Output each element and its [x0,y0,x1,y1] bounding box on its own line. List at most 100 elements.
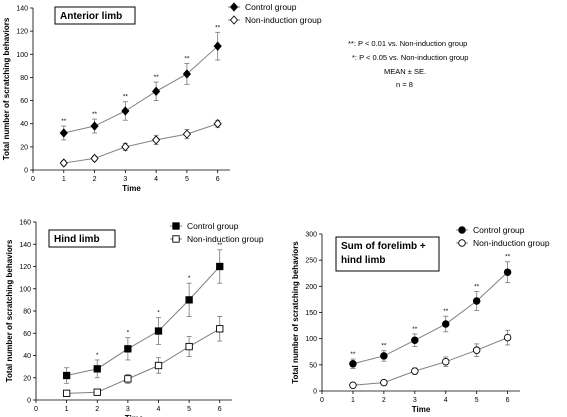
x-tick-label: 1 [65,406,69,413]
y-tick-label: 100 [19,286,31,293]
data-point [349,360,357,368]
significance-label: * [188,275,191,282]
data-point [93,365,101,373]
x-tick-label: 0 [34,406,38,413]
legend-label: Non-induction group [245,15,322,25]
significance-notes: **: P < 0.01 vs. Non-induction group *: P… [348,39,468,89]
data-point [124,345,132,353]
data-point [152,135,161,145]
data-point [182,129,192,139]
significance-label: ** [474,284,480,291]
significance-label: * [96,352,99,359]
chart-title: hind limb [341,255,385,266]
data-point [59,128,68,138]
chart-title: Hind limb [54,234,100,245]
x-tick-label: 6 [216,176,220,183]
x-axis-label: Time [412,405,431,414]
chart-title-box [54,6,136,25]
data-point [62,389,71,397]
data-point [154,361,163,370]
y-axis-label: Total number of scratching behaviors [291,241,300,384]
data-point [154,327,163,335]
y-tick-label: 20 [20,144,28,151]
chart-title: Anterior limb [60,11,122,22]
x-tick-label: 4 [154,176,158,183]
series-line [66,266,221,377]
x-tick-label: 6 [218,406,222,413]
series-line [352,271,508,365]
x-tick-label: 2 [95,406,99,413]
x-tick-label: 5 [187,406,191,413]
y-tick-label: 200 [305,284,317,291]
legend-marker [172,222,180,230]
legend-marker [458,226,466,234]
legend-label: Control group [245,2,297,12]
note-text: **: P < 0.01 vs. Non-induction group [348,39,467,48]
data-point [182,69,192,79]
y-tick-label: 40 [20,121,28,128]
legend: Control group Non-induction group [456,225,550,248]
y-tick-label: 160 [19,220,31,227]
data-point [411,367,419,375]
legend-marker [229,2,239,12]
significance-label: ** [505,254,511,261]
series-control: ** ** ** ** ** ** [59,24,222,141]
data-point [380,378,388,387]
legend-label: Non-induction group [187,234,264,244]
significance-label: ** [61,118,67,125]
x-tick-label: 4 [157,406,161,413]
y-tick-label: 20 [23,375,31,382]
significance-label: ** [350,351,356,358]
y-axis-label: Total number of scratching behaviors [2,17,11,160]
series-non-induction [59,119,222,168]
y-tick-label: 40 [23,353,31,360]
series-non-induction [62,316,224,397]
data-point [152,86,161,96]
chart-title-box [335,236,440,272]
note-text: *: P < 0.05 vs. Non-induction group [352,53,468,62]
data-point [442,320,450,328]
significance-label: * [127,330,130,337]
data-point [349,381,357,389]
y-tick-label: 100 [16,52,28,59]
chart-panel-2: 0 20 40 60 80 100 120 140 160 0 1 2 3 4 5 6 Time Total nu… [5,220,264,417]
chart-title-box [48,229,116,248]
series-line [63,45,219,134]
y-tick-label: 80 [20,75,28,82]
x-tick-label: 4 [444,397,448,404]
legend-marker [458,239,466,247]
data-point [59,158,68,168]
legend-marker [172,235,180,243]
data-point [90,121,99,131]
data-point [185,342,193,351]
legend: Control group Non-induction group [170,221,264,244]
y-tick-label: 120 [19,264,31,271]
y-tick-label: 60 [20,98,28,105]
legend-marker [229,15,239,25]
data-point [213,119,222,129]
x-tick-label: 2 [93,176,97,183]
significance-label: ** [412,326,418,333]
x-tick-label: 3 [126,406,130,413]
significance-label: ** [217,242,223,249]
series-line [66,328,221,394]
data-point [213,41,222,51]
data-point [124,375,132,383]
data-point [121,142,130,152]
series-non-induction [349,329,512,389]
data-point [503,268,512,276]
y-tick-label: 60 [23,331,31,338]
significance-label: ** [154,74,160,81]
legend: Control group Non-induction group [228,2,322,25]
y-tick-label: 120 [16,29,28,36]
series-line [352,337,508,386]
y-tick-label: 150 [305,310,317,317]
significance-label: ** [443,308,449,315]
data-point [503,333,512,342]
y-tick-label: 140 [16,6,28,13]
chart-panel-3: 0 50 100 150 200 250 300 0 1 2 3 4 5 6 Time Total numbe… [291,225,550,414]
x-tick-label: 1 [62,176,66,183]
data-point [472,297,481,305]
y-tick-label: 100 [305,336,317,343]
